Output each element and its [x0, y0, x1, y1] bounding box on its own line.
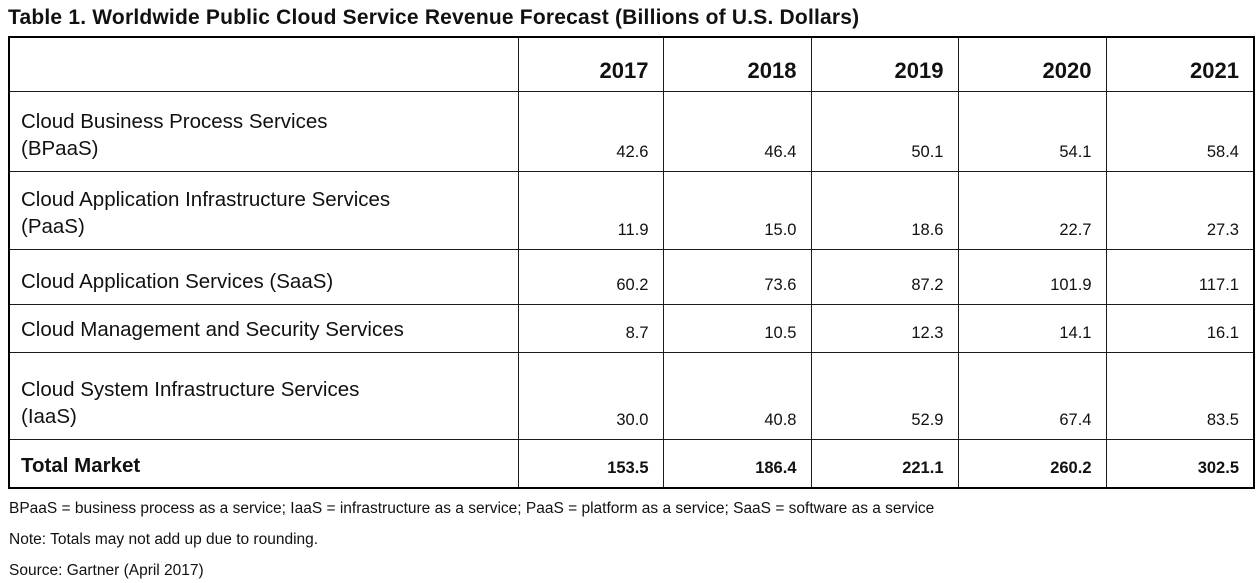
value-cell: 83.5 — [1105, 351, 1255, 440]
value-cell: 27.3 — [1105, 170, 1255, 250]
year-header-2021: 2021 — [1105, 36, 1255, 92]
row-label: Cloud Application Infrastructure Service… — [8, 170, 519, 250]
value-cell: 67.4 — [957, 351, 1107, 440]
table-row-bpaas: Cloud Business Process Services (BPaaS) … — [8, 90, 1255, 172]
value-cell: 42.6 — [517, 90, 664, 172]
value-cell: 11.9 — [517, 170, 664, 250]
empty-header-cell — [8, 36, 519, 92]
year-header-2020: 2020 — [957, 36, 1107, 92]
total-value-cell: 221.1 — [810, 438, 959, 489]
value-cell: 12.3 — [810, 303, 959, 353]
value-cell: 46.4 — [662, 90, 812, 172]
footnote-source: Source: Gartner (April 2017) — [9, 562, 204, 579]
value-cell: 10.5 — [662, 303, 812, 353]
value-cell: 117.1 — [1105, 248, 1255, 305]
total-row-label: Total Market — [8, 438, 519, 489]
row-label: Cloud Application Services (SaaS) — [8, 248, 519, 305]
footnote-abbreviations: BPaaS = business process as a service; I… — [9, 500, 935, 517]
total-value-cell: 260.2 — [957, 438, 1107, 489]
table-header-row: 2017 2018 2019 2020 2021 — [8, 36, 1255, 92]
table-row-management-security: Cloud Management and Security Services 8… — [8, 303, 1255, 353]
row-label: Cloud Business Process Services (BPaaS) — [8, 90, 519, 172]
total-value-cell: 302.5 — [1105, 438, 1255, 489]
value-cell: 87.2 — [810, 248, 959, 305]
table-row-paas: Cloud Application Infrastructure Service… — [8, 170, 1255, 250]
table-row-total-market: Total Market 153.5 186.4 221.1 260.2 302… — [8, 438, 1255, 489]
value-cell: 54.1 — [957, 90, 1107, 172]
value-cell: 101.9 — [957, 248, 1107, 305]
revenue-forecast-table: 2017 2018 2019 2020 2021 Cloud Business … — [8, 36, 1255, 489]
value-cell: 52.9 — [810, 351, 959, 440]
year-header-2017: 2017 — [517, 36, 664, 92]
year-header-2018: 2018 — [662, 36, 812, 92]
value-cell: 22.7 — [957, 170, 1107, 250]
value-cell: 8.7 — [517, 303, 664, 353]
row-label: Cloud System Infrastructure Services (Ia… — [8, 351, 519, 440]
value-cell: 40.8 — [662, 351, 812, 440]
value-cell: 73.6 — [662, 248, 812, 305]
table-row-saas: Cloud Application Services (SaaS) 60.2 7… — [8, 248, 1255, 305]
total-value-cell: 186.4 — [662, 438, 812, 489]
table-row-iaas: Cloud System Infrastructure Services (Ia… — [8, 351, 1255, 440]
value-cell: 14.1 — [957, 303, 1107, 353]
value-cell: 15.0 — [662, 170, 812, 250]
value-cell: 50.1 — [810, 90, 959, 172]
value-cell: 30.0 — [517, 351, 664, 440]
footnotes: BPaaS = business process as a service; I… — [9, 500, 1260, 580]
value-cell: 18.6 — [810, 170, 959, 250]
row-label: Cloud Management and Security Services — [8, 303, 519, 353]
total-value-cell: 153.5 — [517, 438, 664, 489]
year-header-2019: 2019 — [810, 36, 959, 92]
footnote-note: Note: Totals may not add up due to round… — [9, 531, 319, 548]
value-cell: 60.2 — [517, 248, 664, 305]
value-cell: 58.4 — [1105, 90, 1255, 172]
value-cell: 16.1 — [1105, 303, 1255, 353]
table-title: Table 1. Worldwide Public Cloud Service … — [8, 6, 860, 29]
